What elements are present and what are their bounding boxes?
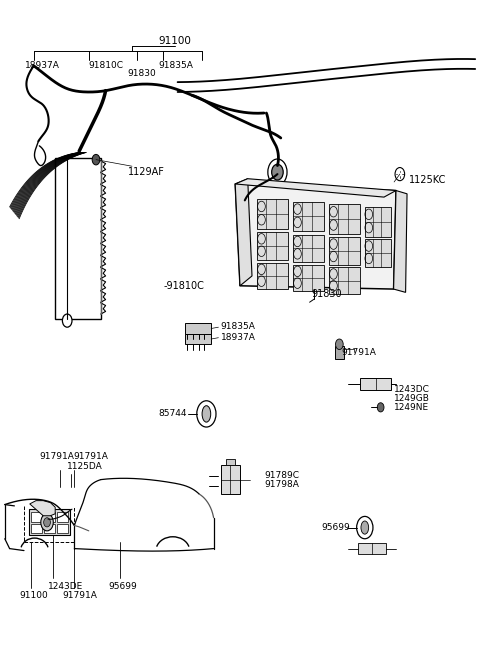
Circle shape <box>377 403 384 412</box>
Bar <box>185 334 211 344</box>
Bar <box>44 512 55 522</box>
Text: 1243DC: 1243DC <box>394 385 430 394</box>
Circle shape <box>44 518 50 527</box>
Text: 91798A: 91798A <box>264 480 299 489</box>
Bar <box>335 346 344 359</box>
Text: 95699: 95699 <box>108 581 137 591</box>
Polygon shape <box>235 179 396 197</box>
Text: 91789C: 91789C <box>264 470 299 480</box>
Text: 91791A: 91791A <box>74 452 108 461</box>
Text: 85744: 85744 <box>159 409 187 419</box>
Polygon shape <box>30 501 55 516</box>
Circle shape <box>197 401 216 427</box>
Bar <box>57 512 68 522</box>
Ellipse shape <box>361 521 369 534</box>
Circle shape <box>357 516 373 539</box>
Text: 18937A: 18937A <box>221 332 256 342</box>
Text: -91810C: -91810C <box>163 281 204 291</box>
Bar <box>185 323 211 334</box>
Circle shape <box>41 514 53 531</box>
Text: 1125KC: 1125KC <box>409 175 446 185</box>
Bar <box>29 509 70 535</box>
Text: 95699: 95699 <box>322 523 350 532</box>
Bar <box>257 199 288 229</box>
Text: 91100: 91100 <box>159 35 192 46</box>
Text: 1243DE: 1243DE <box>48 581 83 591</box>
Text: 91810C: 91810C <box>89 61 124 70</box>
Bar <box>31 512 42 522</box>
Bar <box>360 378 391 390</box>
Ellipse shape <box>202 405 211 422</box>
Bar <box>57 524 68 533</box>
Text: 1249GB: 1249GB <box>394 394 430 403</box>
Bar <box>44 524 55 533</box>
Circle shape <box>395 168 405 181</box>
Text: 91791A: 91791A <box>342 348 377 357</box>
Bar <box>55 158 101 319</box>
Circle shape <box>92 154 100 165</box>
Polygon shape <box>235 179 252 286</box>
Bar <box>329 267 360 294</box>
Bar <box>226 459 235 465</box>
Bar <box>257 263 288 289</box>
Circle shape <box>336 339 343 350</box>
Bar <box>293 265 324 291</box>
Text: 18937A: 18937A <box>25 61 60 70</box>
Polygon shape <box>394 191 407 292</box>
Circle shape <box>272 164 283 180</box>
Bar <box>293 202 324 231</box>
Circle shape <box>62 314 72 327</box>
Bar <box>365 239 391 267</box>
Bar <box>31 524 42 533</box>
Bar <box>293 235 324 262</box>
Text: 91830: 91830 <box>127 69 156 78</box>
Bar <box>257 232 288 260</box>
Text: 1249NE: 1249NE <box>394 403 429 413</box>
Text: 91835A: 91835A <box>158 61 193 70</box>
Bar <box>329 237 360 265</box>
Text: 91791A: 91791A <box>39 452 74 461</box>
Polygon shape <box>235 184 396 289</box>
Text: 91830: 91830 <box>311 288 342 299</box>
Text: 91791A: 91791A <box>62 591 97 600</box>
Bar <box>221 465 240 494</box>
Text: 91835A: 91835A <box>221 322 256 331</box>
Bar <box>365 207 391 237</box>
Bar <box>329 204 360 234</box>
Bar <box>358 543 386 554</box>
Text: 1125DA: 1125DA <box>67 462 103 471</box>
Text: 91100: 91100 <box>19 591 48 600</box>
Text: 1129AF: 1129AF <box>128 167 165 177</box>
